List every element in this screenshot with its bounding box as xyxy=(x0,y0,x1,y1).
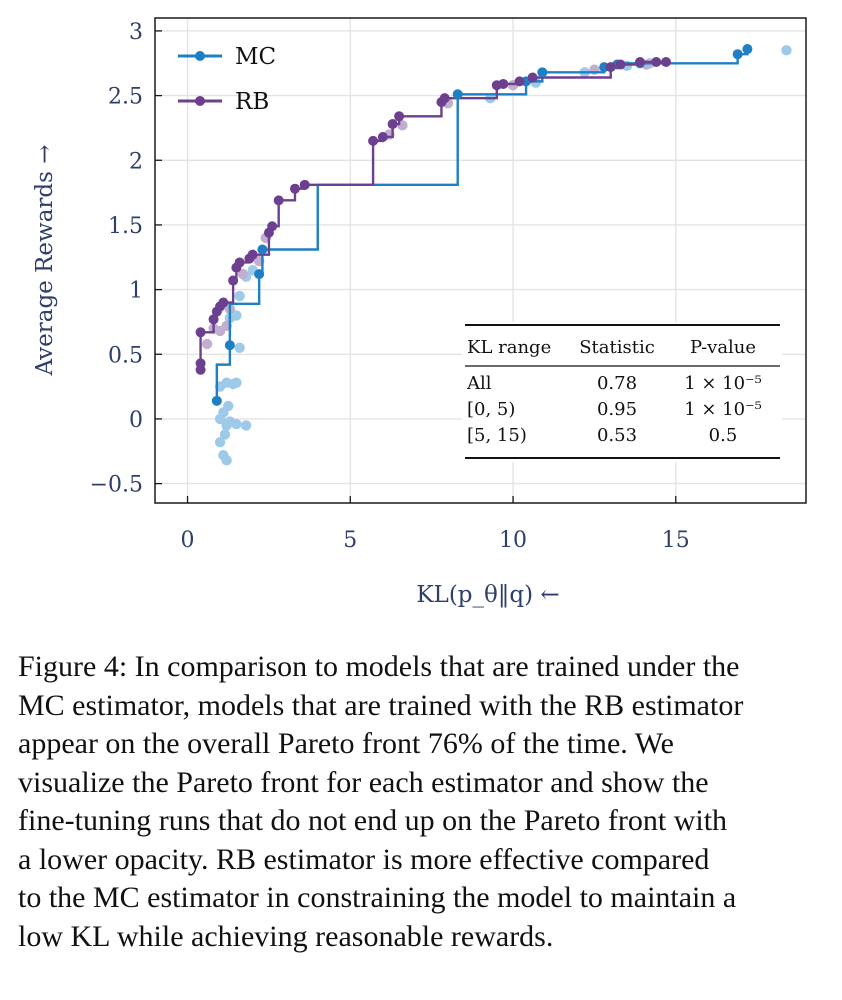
rb-front-point xyxy=(273,195,284,206)
mc-front-point xyxy=(537,67,548,78)
table-row-0-5-pvalue: 1 × 10⁻⁵ xyxy=(684,399,762,420)
mc-front-point xyxy=(257,244,268,255)
table-row-0-5-statistic: 0.95 xyxy=(597,399,637,420)
rb-front-point xyxy=(234,257,245,268)
rb-front-point xyxy=(615,59,626,70)
rb-front-point xyxy=(651,56,662,67)
mc-faded-point xyxy=(231,418,242,430)
table-row-all-statistic: 0.78 xyxy=(597,373,637,394)
caption-line: low KL while achieving reasonable reward… xyxy=(18,919,554,953)
rb-front-point xyxy=(195,358,206,369)
axis-ticks: 0 5 10 15 −0.5 0 0.5 1 1.5 2 2.5 3 xyxy=(90,20,690,553)
rb-front-point xyxy=(634,56,645,67)
y-tick-label: 3 xyxy=(129,20,143,45)
table-row-5-15-statistic: 0.53 xyxy=(597,425,637,446)
mc-faded-point xyxy=(219,429,231,440)
rb-front-point xyxy=(498,78,509,89)
rb-front-point xyxy=(394,111,405,122)
pareto-front-points xyxy=(195,44,753,406)
legend-mc-marker xyxy=(195,51,205,61)
x-tick-label: 0 xyxy=(181,528,195,553)
mc-front-point xyxy=(452,89,463,100)
rb-front-point xyxy=(605,62,616,73)
rb-front-point xyxy=(661,56,672,67)
mc-front-point xyxy=(211,395,222,406)
table-row-all-pvalue: 1 × 10⁻⁵ xyxy=(684,373,762,394)
table-row-0-5-range: [0, 5) xyxy=(467,399,515,420)
table-header-statistic: Statistic xyxy=(579,337,655,358)
y-tick-label: −0.5 xyxy=(90,473,143,498)
legend: MC RB xyxy=(178,44,276,115)
rb-front-point xyxy=(247,249,258,260)
x-tick-label: 10 xyxy=(499,528,527,553)
rb-front-point xyxy=(208,314,219,325)
rb-front-point xyxy=(299,179,310,190)
legend-rb-marker xyxy=(195,96,205,106)
rb-front-point xyxy=(439,93,450,104)
rb-front-point xyxy=(289,183,300,194)
pareto-front-chart: 0 5 10 15 −0.5 0 0.5 1 1.5 2 2.5 3 MC RB KL range S… xyxy=(32,17,807,608)
mc-faded-point xyxy=(234,290,245,302)
rb-front-point xyxy=(368,135,379,146)
rb-faded-point xyxy=(201,338,213,350)
caption-line: appear on the overall Pareto front 76% o… xyxy=(18,727,674,760)
y-axis-title: Average Rewards → xyxy=(32,144,58,376)
caption-line: MC estimator, models that are trained wi… xyxy=(18,688,744,722)
y-tick-label: 1 xyxy=(129,279,143,304)
caption-line: visualize the Pareto front for each esti… xyxy=(18,765,709,799)
mc-faded-point xyxy=(234,342,245,353)
mc-faded-point xyxy=(214,437,226,448)
mc-faded-point xyxy=(240,420,252,431)
rb-front-point xyxy=(195,327,206,338)
stats-table: KL range Statistic P-value All 0.78 1 × … xyxy=(462,322,782,462)
table-row-5-15-range: [5, 15) xyxy=(467,425,527,446)
x-tick-label: 15 xyxy=(662,528,690,553)
x-axis-title: KL(p_θ‖q) ← xyxy=(416,582,559,608)
rb-front-point xyxy=(527,72,538,83)
table-row-all-range: All xyxy=(466,373,492,394)
y-tick-label: 1.5 xyxy=(108,214,143,239)
caption-line: Figure 4: In comparison to models that a… xyxy=(18,650,740,683)
mc-front-point xyxy=(742,44,753,55)
rb-front-point xyxy=(387,119,398,130)
table-row-5-15-pvalue: 0.5 xyxy=(709,425,738,446)
mc-faded-point xyxy=(223,400,234,412)
mc-front-point xyxy=(224,340,235,351)
y-tick-label: 0.5 xyxy=(108,343,143,368)
legend-mc-label: MC xyxy=(235,44,276,70)
x-tick-label: 5 xyxy=(343,528,357,553)
caption-line: fine-tuning runs that do not end up on t… xyxy=(18,804,728,837)
y-tick-label: 2 xyxy=(129,149,143,174)
mc-faded-point xyxy=(221,455,232,466)
caption-line: to the MC estimator in constraining the … xyxy=(18,881,737,914)
y-tick-label: 2.5 xyxy=(108,85,143,110)
stats-table-background xyxy=(462,322,782,462)
rb-faded-point xyxy=(237,268,249,280)
legend-rb-label: RB xyxy=(235,89,269,115)
rb-front-point xyxy=(218,297,229,308)
mc-faded-point xyxy=(231,310,242,321)
mc-faded-point xyxy=(231,377,242,388)
rb-front-point xyxy=(514,76,525,87)
rb-front-point xyxy=(377,131,388,142)
mc-front-point xyxy=(254,269,265,280)
mc-faded-point xyxy=(781,45,792,56)
rb-front-point xyxy=(228,275,239,286)
table-header-p-value: P-value xyxy=(690,337,756,358)
mc-front-point xyxy=(732,49,743,60)
plot-frame xyxy=(154,17,807,504)
table-header-kl-range: KL range xyxy=(467,337,551,358)
rb-front-point xyxy=(267,221,278,232)
caption-line: a lower opacity. RB estimator is more ef… xyxy=(18,842,710,876)
figure-caption: Figure 4: In comparison to models that a… xyxy=(18,648,828,956)
y-tick-label: 0 xyxy=(129,408,143,433)
